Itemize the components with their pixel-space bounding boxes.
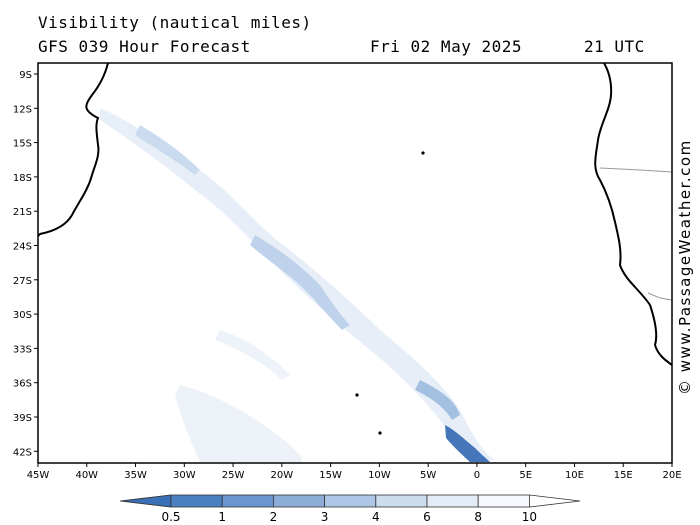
- border-namibia-southafrica: [647, 292, 673, 301]
- islands: [355, 151, 425, 435]
- south-america-coast: [37, 62, 109, 237]
- map-title: Visibility (nautical miles): [38, 13, 312, 32]
- colorbar-label: 4: [372, 510, 380, 524]
- colorbar-label: 10: [522, 510, 537, 524]
- lat-label: 36S: [13, 379, 32, 390]
- island-tristan: [355, 393, 359, 397]
- lon-label: 30W: [173, 470, 196, 481]
- visibility-core: [445, 425, 490, 462]
- lon-label: 20W: [271, 470, 294, 481]
- coastlines: [37, 62, 673, 366]
- colorbar-label: 6: [423, 510, 431, 524]
- lat-label: 30S: [13, 310, 32, 321]
- island-gough: [378, 431, 382, 435]
- colorbar-label: 2: [270, 510, 278, 524]
- longitude-axis: 45W 40W 35W 30W 25W 20W 15W 10W 5W 0 5E 10E 15E 20E: [27, 463, 682, 481]
- colorbar-max-arrow: [529, 494, 581, 508]
- visibility-band-inner: [135, 125, 200, 175]
- lat-label: 21S: [13, 207, 32, 218]
- colorbar-segment: [426, 494, 479, 508]
- colorbar-label: 1: [218, 510, 226, 524]
- colorbar-segment: [324, 494, 377, 508]
- lon-label: 25W: [222, 470, 245, 481]
- colorbar: 0.5 1 2 3 4 6 8 10: [119, 494, 581, 524]
- visibility-patch-mid: [215, 330, 290, 380]
- colorbar-segment: [272, 494, 325, 508]
- colorbar-label: 3: [321, 510, 329, 524]
- lat-label: 12S: [13, 104, 32, 115]
- forecast-date: Fri 02 May 2025: [370, 37, 522, 56]
- lat-label: 42S: [13, 447, 32, 458]
- lat-label: 9S: [19, 70, 32, 81]
- lat-label: 27S: [13, 276, 32, 287]
- island-st-helena: [421, 151, 425, 155]
- colorbar-segment: [375, 494, 428, 508]
- lon-label: 15W: [319, 470, 342, 481]
- colorbar-min-arrow: [119, 494, 172, 508]
- visibility-field: [100, 108, 495, 462]
- lon-label: 10E: [565, 470, 584, 481]
- lat-label: 18S: [13, 173, 32, 184]
- visibility-patch-south: [175, 385, 302, 462]
- lon-label: 40W: [75, 470, 98, 481]
- visibility-band-mid: [250, 235, 350, 330]
- forecast-label: GFS 039 Hour Forecast: [38, 37, 251, 56]
- colorbar-segment: [170, 494, 223, 508]
- lon-label: 5E: [519, 470, 532, 481]
- lon-label: 0: [474, 470, 480, 481]
- forecast-time: 21 UTC: [584, 37, 645, 56]
- latitude-axis: 9S 12S 15S 18S 21S 24S 27S 30S 33S 36S 39S 42S: [13, 70, 38, 458]
- visibility-band-main: [100, 108, 495, 462]
- colorbar-segment: [221, 494, 274, 508]
- lon-label: 5W: [420, 470, 436, 481]
- lat-label: 33S: [13, 344, 32, 355]
- visibility-band-low: [415, 380, 460, 420]
- lon-label: 45W: [27, 470, 50, 481]
- lon-label: 35W: [124, 470, 147, 481]
- borders: [599, 167, 673, 301]
- map-frame: [37, 62, 673, 464]
- lon-label: 20E: [662, 470, 681, 481]
- lat-label: 39S: [13, 413, 32, 424]
- colorbar-label: 0.5: [161, 510, 180, 524]
- lon-label: 10W: [368, 470, 391, 481]
- colorbar-segment: [477, 494, 530, 508]
- border-angola-namibia: [599, 167, 673, 173]
- africa-coast: [594, 62, 673, 366]
- lon-label: 15E: [614, 470, 633, 481]
- lat-label: 24S: [13, 242, 32, 253]
- colorbar-label: 8: [474, 510, 482, 524]
- lat-label: 15S: [13, 139, 32, 150]
